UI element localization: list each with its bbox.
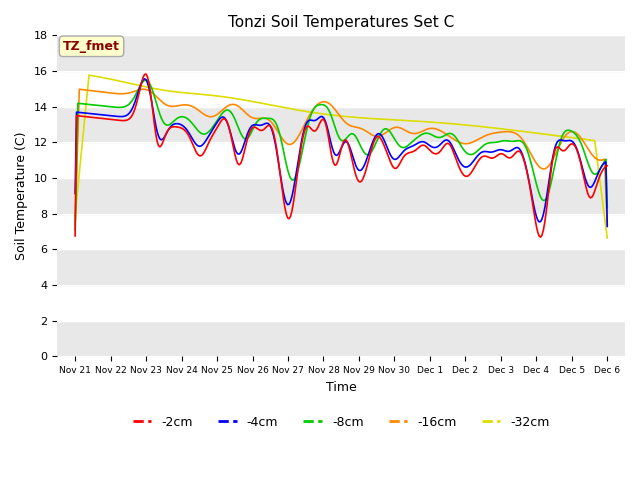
Legend: -2cm, -4cm, -8cm, -16cm, -32cm: -2cm, -4cm, -8cm, -16cm, -32cm	[127, 411, 555, 434]
Bar	[58, 249, 625, 285]
Bar	[58, 143, 625, 178]
Bar	[58, 0, 625, 36]
Bar	[58, 321, 625, 356]
Text: TZ_fmet: TZ_fmet	[63, 40, 120, 53]
Bar	[58, 214, 625, 249]
Bar	[58, 285, 625, 321]
Bar	[58, 71, 625, 107]
Bar	[58, 178, 625, 214]
Bar	[58, 107, 625, 143]
Y-axis label: Soil Temperature (C): Soil Temperature (C)	[15, 132, 28, 260]
Title: Tonzi Soil Temperatures Set C: Tonzi Soil Temperatures Set C	[228, 15, 454, 30]
Bar	[58, 36, 625, 71]
X-axis label: Time: Time	[326, 381, 356, 394]
